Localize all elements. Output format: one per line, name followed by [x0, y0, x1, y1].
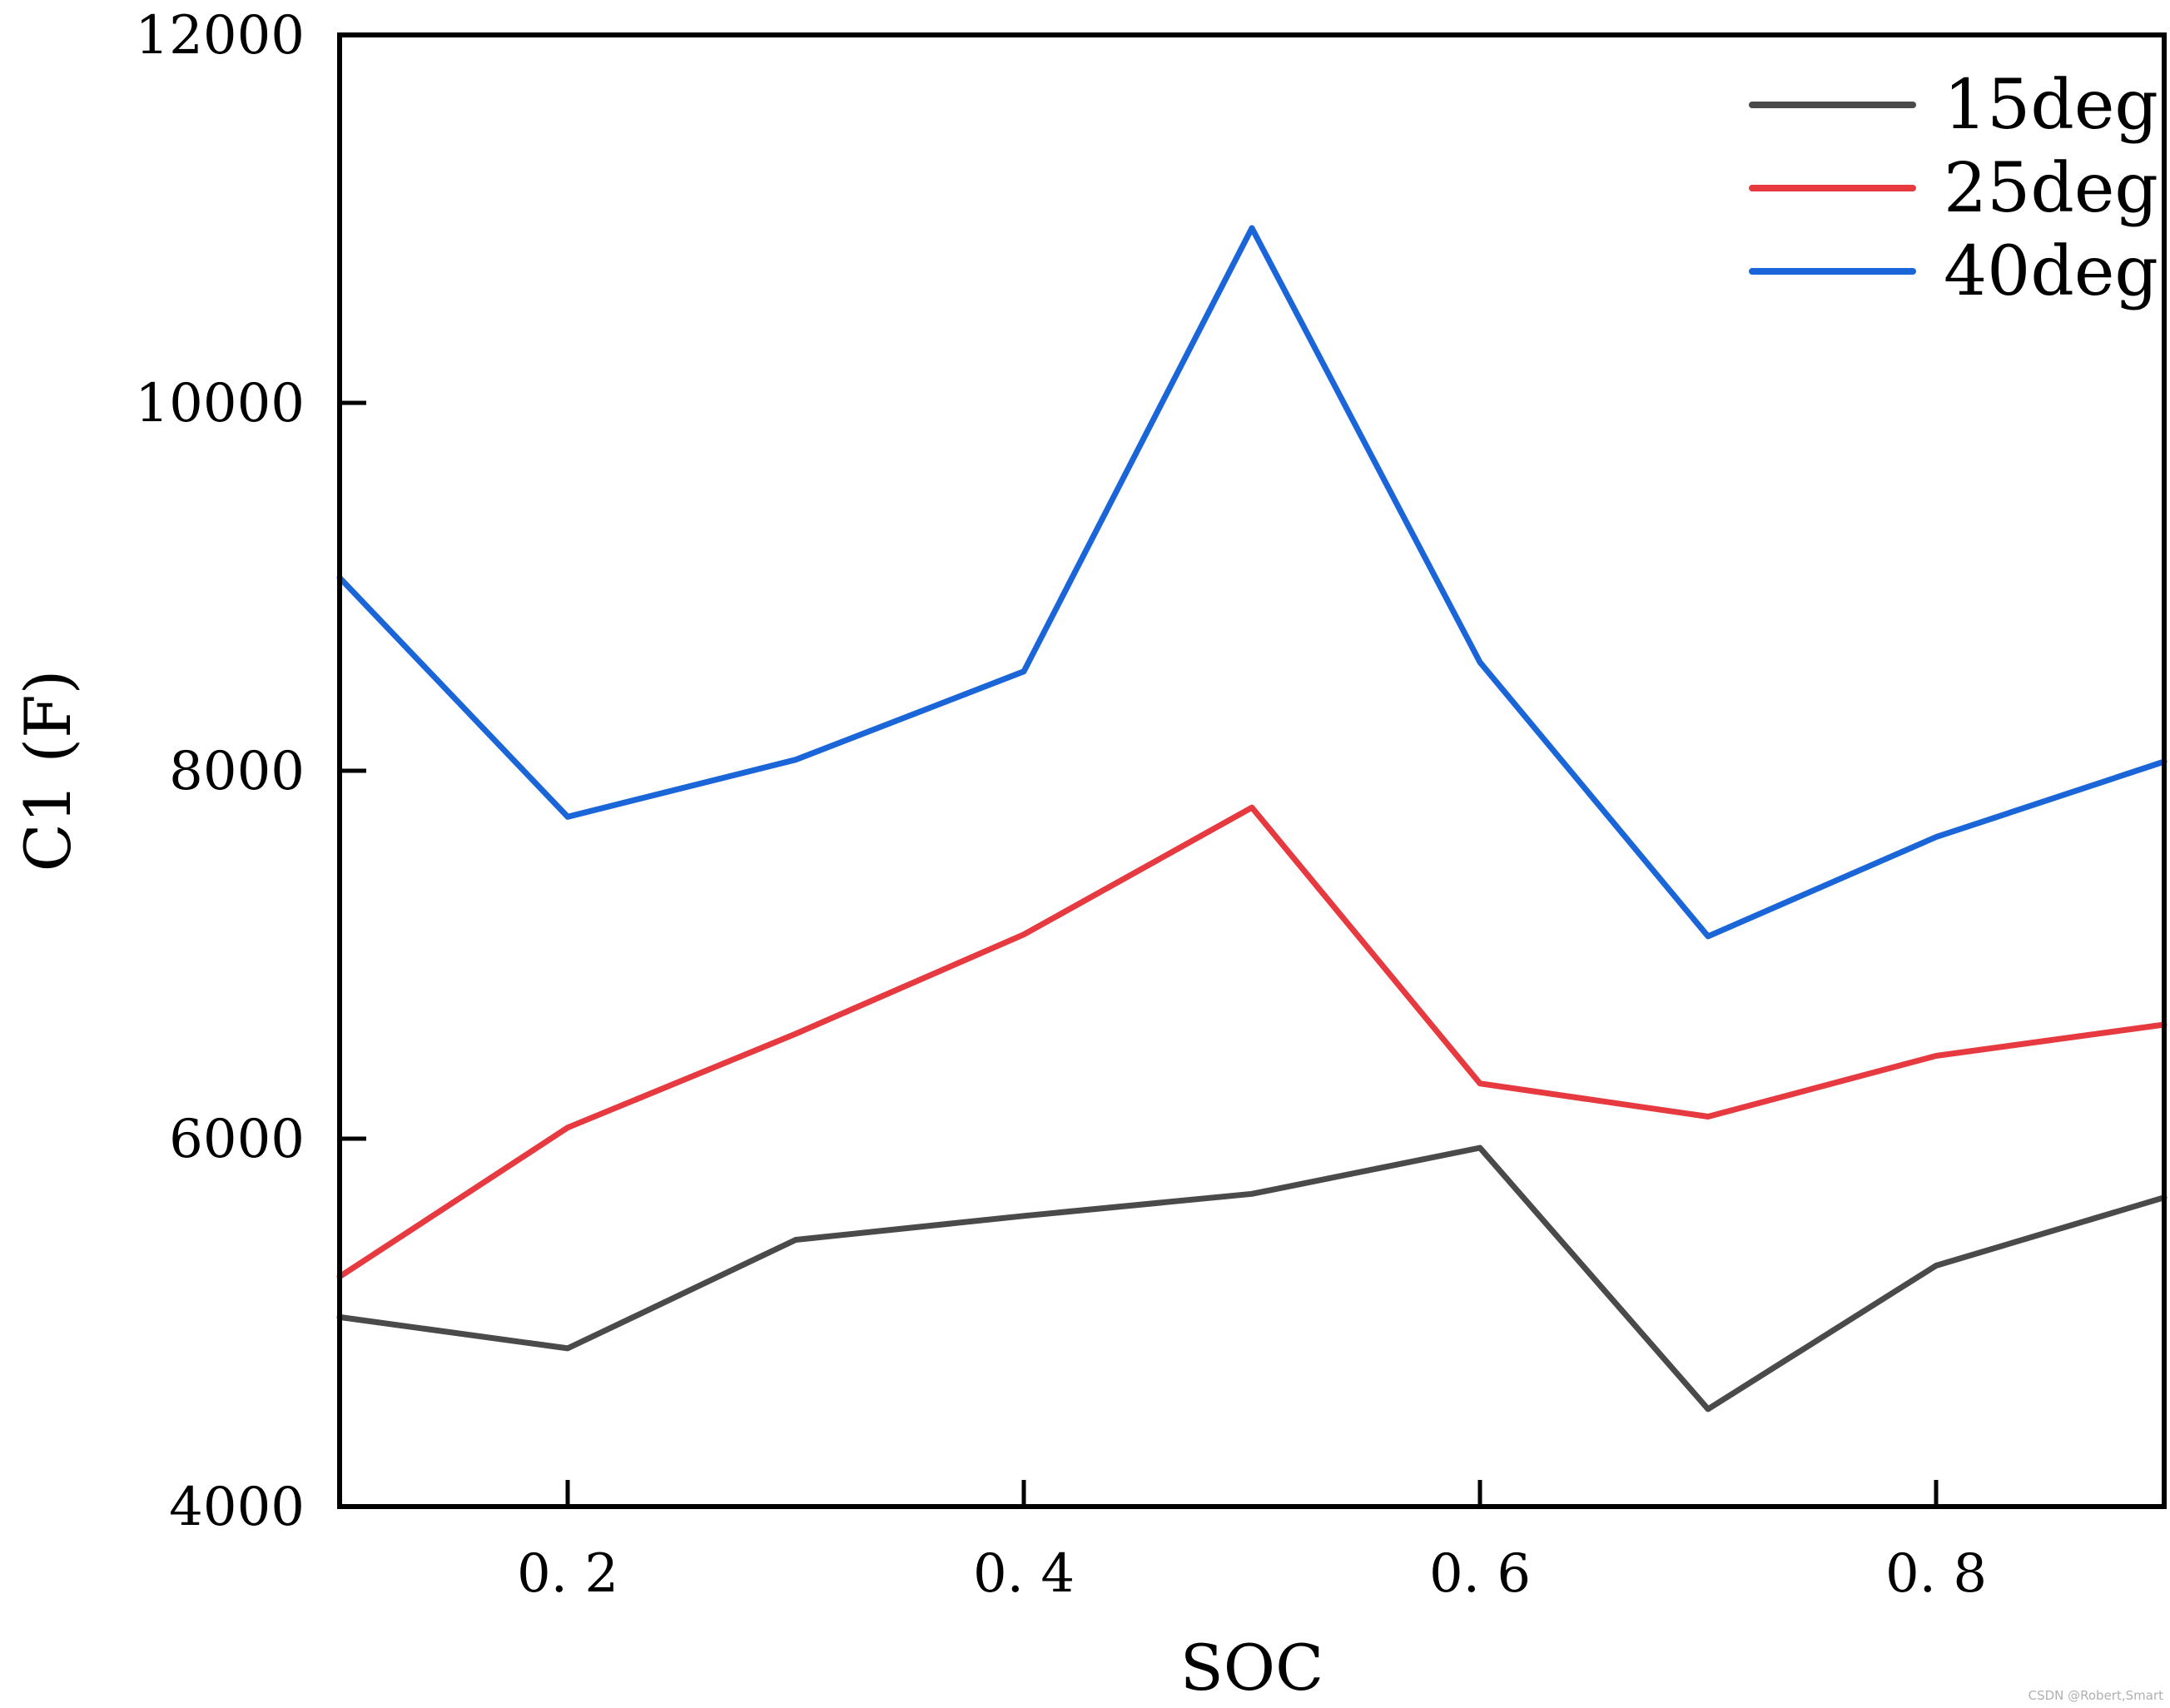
x-tick-label: 0. 6	[1429, 1543, 1531, 1605]
x-tick-label: 0. 2	[517, 1543, 618, 1605]
y-tick-labels: 4000 6000 8000 10000 12000	[135, 5, 305, 1538]
y-tick-label: 12000	[135, 5, 305, 67]
watermark-text: CSDN @Robert,Smart	[2028, 1688, 2163, 1703]
y-axis-ticks	[340, 32, 366, 1509]
plot-frame	[337, 32, 2167, 1509]
series-lines	[336, 225, 2168, 1413]
y-tick-label: 10000	[135, 373, 305, 434]
y-tick-label: 6000	[169, 1109, 305, 1170]
y-axis-label: C1 (F)	[11, 670, 85, 872]
x-tick-label: 0. 4	[973, 1543, 1075, 1605]
series-line-15deg	[336, 1144, 2168, 1413]
legend-label: 40deg	[1944, 232, 2158, 311]
legend-label: 15deg	[1944, 66, 2158, 145]
x-tick-labels: 0. 2 0. 4 0. 6 0. 8	[517, 1543, 1987, 1605]
series-line-25deg	[336, 804, 2168, 1280]
series-line-40deg	[336, 225, 2168, 940]
legend-label: 25deg	[1944, 149, 2158, 228]
x-tick-label: 0. 8	[1885, 1543, 1987, 1605]
x-axis-ticks	[565, 1480, 1939, 1507]
y-tick-label: 4000	[169, 1477, 305, 1538]
y-tick-label: 8000	[169, 741, 305, 802]
x-axis-label: SOC	[1180, 1631, 1324, 1705]
